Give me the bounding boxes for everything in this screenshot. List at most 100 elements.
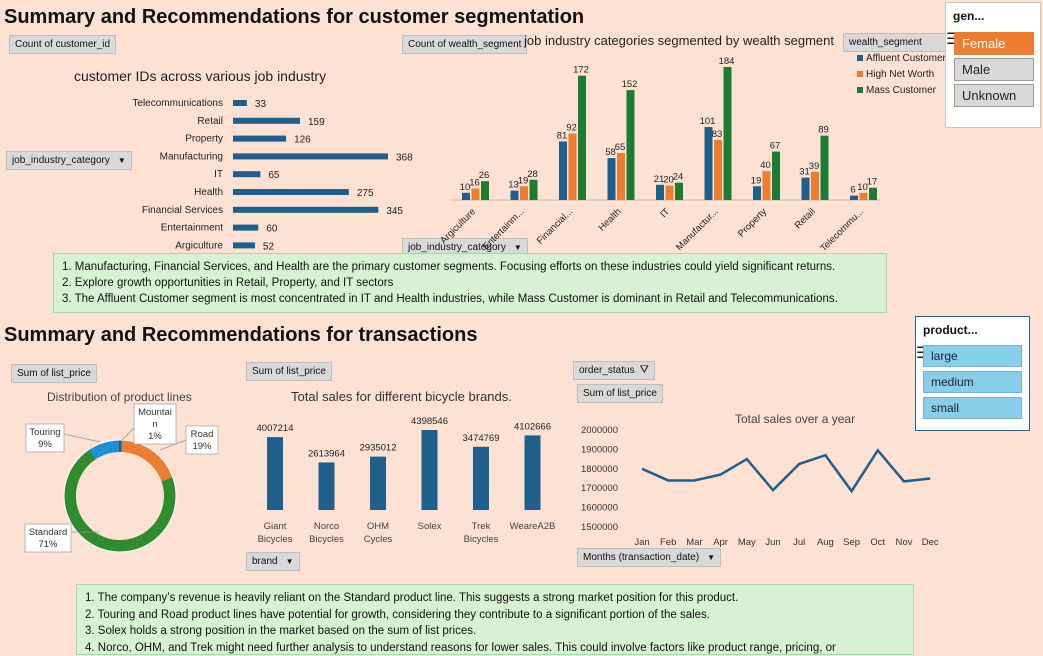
- pie-label: Road: [191, 429, 214, 440]
- gbar-bar: [569, 134, 577, 201]
- gbar-value-label: 24: [673, 172, 684, 183]
- section2-title: Summary and Recommendations for transact…: [4, 324, 477, 347]
- gbar-value-label: 26: [479, 170, 490, 181]
- hbar-category-label: Entertainment: [161, 223, 223, 234]
- gbar-value-label: 101: [700, 116, 716, 127]
- line-ytick-label: 1800000: [581, 464, 618, 475]
- gbar-bar: [627, 90, 635, 200]
- note2-line: 2. Touring and Road product lines have p…: [85, 607, 905, 624]
- hbar-value-label: 52: [263, 241, 275, 252]
- gbar-bar: [869, 188, 877, 200]
- filter-icon: ⛛: [640, 364, 649, 377]
- gbar-value-label: 89: [818, 125, 829, 136]
- gbar-bar: [724, 67, 732, 200]
- gbar-category-label: Financial...: [535, 206, 575, 246]
- gbar-value-label: 67: [770, 141, 781, 152]
- months-filter-label: Months (transaction_date): [583, 552, 699, 563]
- sum-list-price-brand-button[interactable]: Sum of list_price: [246, 362, 332, 381]
- gender-unknown-item[interactable]: Unknown: [954, 84, 1034, 107]
- brand-value-label: 3474769: [463, 433, 500, 444]
- product-small-item[interactable]: small: [923, 397, 1022, 419]
- line-ytick-label: 1500000: [581, 522, 618, 533]
- hbar-bar: [233, 136, 286, 142]
- sum-list-price-pie-button[interactable]: Sum of list_price: [11, 364, 97, 383]
- gbar-bar: [860, 193, 868, 200]
- pie-label: Standard: [29, 527, 68, 538]
- line-xtick-label: Dec: [922, 537, 939, 548]
- hbar-category-label: Manufacturing: [160, 151, 223, 162]
- hbar-category-label: Argiculture: [175, 240, 223, 251]
- brand-value-label: 2613964: [308, 448, 345, 459]
- gbar-category-label: Manufactur...: [674, 206, 721, 253]
- gbar-bar: [472, 188, 480, 200]
- pie-leader-line: [64, 434, 100, 442]
- gbar-bar: [520, 186, 528, 200]
- sales-line: [642, 450, 930, 491]
- gbar-bar: [675, 183, 683, 200]
- sales-year-chart: 2000000190000018000001700000160000015000…: [570, 420, 950, 550]
- note2-line: 3. Solex holds a strong position in the …: [85, 623, 905, 640]
- months-filter-button[interactable]: Months (transaction_date)▼: [577, 548, 721, 567]
- hbar-value-label: 60: [266, 224, 278, 235]
- gbar-bar: [850, 196, 858, 200]
- note2-line: 4. Norco, OHM, and Trek might need furth…: [85, 640, 905, 656]
- gbar-value-label: 17: [867, 177, 878, 188]
- gbar-bar: [753, 186, 761, 200]
- pie-label: n: [152, 419, 157, 430]
- note1-line: 2. Explore growth opportunities in Retai…: [62, 275, 878, 291]
- brand-bar: [422, 430, 438, 510]
- line-xtick-label: Jul: [793, 537, 805, 548]
- order-status-filter-button[interactable]: order_status⛛: [573, 361, 655, 380]
- brand-category-label: OHM: [367, 521, 389, 532]
- gbar-value-label: 39: [809, 161, 820, 172]
- hbar-bar: [233, 153, 388, 159]
- gbar-value-label: 172: [573, 65, 589, 76]
- gbar-value-label: 28: [527, 169, 538, 180]
- pie-label: 19%: [192, 441, 212, 452]
- brand-category-label: Bicycles: [258, 534, 293, 545]
- chart1-title: customer IDs across various job industry: [74, 68, 326, 84]
- brand-filter-button[interactable]: brand▼: [246, 552, 300, 571]
- brand-category-label: Cycles: [364, 534, 393, 545]
- line-xtick-label: Aug: [817, 537, 834, 548]
- hbar-value-label: 65: [268, 170, 280, 181]
- brand-bar: [370, 457, 386, 510]
- gender-male-item[interactable]: Male: [954, 58, 1034, 81]
- gbar-category-label: Telecommu...: [818, 206, 866, 254]
- legend-high-net-worth: High Net Worth: [857, 67, 946, 83]
- transaction-notes: 1. The company’s revenue is heavily reli…: [76, 584, 914, 655]
- line-xtick-label: May: [738, 537, 756, 548]
- product-medium-item[interactable]: medium: [923, 371, 1022, 393]
- gbar-value-label: 19: [751, 175, 762, 186]
- hbar-category-label: IT: [214, 169, 223, 180]
- gbar-category-label: Property: [736, 206, 769, 239]
- count-customer-id-button[interactable]: Count of customer_id: [9, 35, 116, 54]
- brand-category-label: Giant: [264, 521, 287, 532]
- product-large-item[interactable]: large: [923, 345, 1022, 367]
- hbar-category-label: Retail: [197, 116, 223, 127]
- gbar-bar: [763, 171, 771, 200]
- gbar-category-label: Retail: [793, 206, 818, 231]
- brand-sales-chart: 4007214GiantBicycles2613964NorcoBicycles…: [245, 408, 565, 550]
- hbar-bar: [233, 189, 349, 195]
- legend-affluent: Affluent Customer: [857, 51, 946, 67]
- section1-title: Summary and Recommendations for customer…: [4, 6, 584, 29]
- line-xtick-label: Mar: [686, 537, 702, 548]
- gbar-bar: [772, 152, 780, 200]
- brand-value-label: 4007214: [257, 423, 294, 434]
- hbar-category-label: Financial Services: [142, 205, 223, 216]
- hbar-value-label: 159: [308, 117, 325, 128]
- hbar-value-label: 33: [255, 99, 267, 110]
- chart2-title: job industry categories segmented by wea…: [524, 33, 834, 48]
- pie-label: Mountai: [138, 407, 172, 418]
- segmentation-notes: 1. Manufacturing, Financial Services, an…: [53, 253, 887, 313]
- gbar-bar: [578, 76, 586, 200]
- line-ytick-label: 1600000: [581, 503, 618, 514]
- hbar-bar: [233, 118, 300, 124]
- sum-list-price-line-button[interactable]: Sum of list_price: [577, 384, 663, 403]
- note2-line: 1. The company’s revenue is heavily reli…: [85, 590, 905, 607]
- gender-female-item[interactable]: Female: [954, 32, 1034, 55]
- line-ytick-label: 2000000: [581, 425, 618, 436]
- gbar-bar: [608, 158, 616, 200]
